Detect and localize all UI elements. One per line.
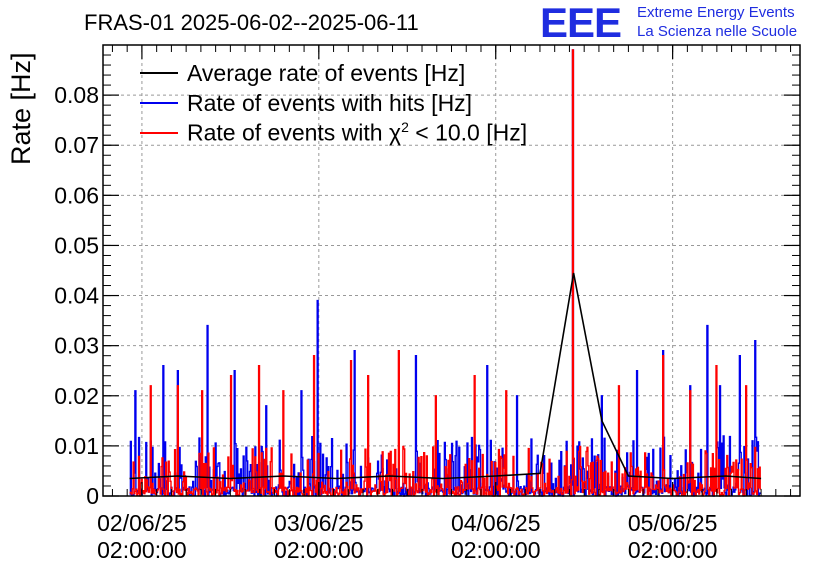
logo-line-2: La Scienza nelle Scuole bbox=[637, 23, 798, 40]
y-axis-label: Rate [Hz] bbox=[6, 52, 36, 165]
legend-label-average: Average rate of events [Hz] bbox=[187, 59, 466, 86]
y-tick-label: 0.01 bbox=[54, 433, 99, 459]
y-tick-label: 0.06 bbox=[54, 182, 99, 208]
x-tick-label-time: 02:00:00 bbox=[628, 537, 718, 563]
grid-lines bbox=[103, 45, 800, 496]
x-tick-label-date: 03/06/25 bbox=[274, 510, 364, 536]
logo-line-1: Extreme Energy Events bbox=[637, 4, 795, 21]
legend-label-hits: Rate of events with hits [Hz] bbox=[187, 89, 473, 116]
legend-entry-hits: Rate of events with hits [Hz] bbox=[140, 88, 527, 118]
series-average-line bbox=[129, 272, 762, 480]
legend-swatch-average bbox=[140, 72, 178, 74]
eee-logo-subtitle: Extreme Energy Events La Scienza nelle S… bbox=[637, 3, 797, 41]
y-tick-label: 0.03 bbox=[54, 333, 99, 359]
y-tick-label: 0.02 bbox=[54, 383, 99, 409]
y-tick-label: 0.04 bbox=[54, 283, 99, 309]
x-tick-label-time: 02:00:00 bbox=[274, 537, 364, 563]
legend: Average rate of events [Hz] Rate of even… bbox=[140, 58, 527, 148]
x-tick-label-time: 02:00:00 bbox=[97, 537, 187, 563]
legend-label-chi2: Rate of events with χ2 < 10.0 [Hz] bbox=[187, 119, 528, 146]
tick-labels: 0 0.01 0.02 0.03 0.04 0.05 0.06 0.07 0.08 02/06/2… bbox=[54, 82, 717, 563]
x-tick-label-date: 04/06/25 bbox=[451, 510, 541, 536]
x-tick-label-date: 02/06/25 bbox=[97, 510, 187, 536]
series-chi2-line bbox=[129, 49, 762, 497]
chart-title: FRAS-01 2025-06-02--2025-06-11 bbox=[84, 10, 419, 35]
legend-swatch-hits bbox=[140, 102, 178, 104]
legend-entry-average: Average rate of events [Hz] bbox=[140, 58, 527, 88]
x-tick-label-time: 02:00:00 bbox=[451, 537, 541, 563]
y-tick-label: 0.07 bbox=[54, 132, 99, 158]
axis-ticks bbox=[103, 44, 800, 497]
legend-swatch-chi2 bbox=[140, 132, 178, 134]
y-tick-label: 0.05 bbox=[54, 232, 99, 258]
eee-logo: EEE bbox=[540, 0, 622, 46]
x-tick-label-date: 05/06/25 bbox=[628, 510, 718, 536]
chi2-superscript: 2 bbox=[401, 119, 409, 136]
y-tick-label: 0 bbox=[86, 483, 99, 509]
series-layer bbox=[129, 49, 762, 497]
series-hits-line bbox=[129, 49, 762, 497]
legend-entry-chi2: Rate of events with χ2 < 10.0 [Hz] bbox=[140, 118, 527, 148]
y-tick-label: 0.08 bbox=[54, 82, 99, 108]
